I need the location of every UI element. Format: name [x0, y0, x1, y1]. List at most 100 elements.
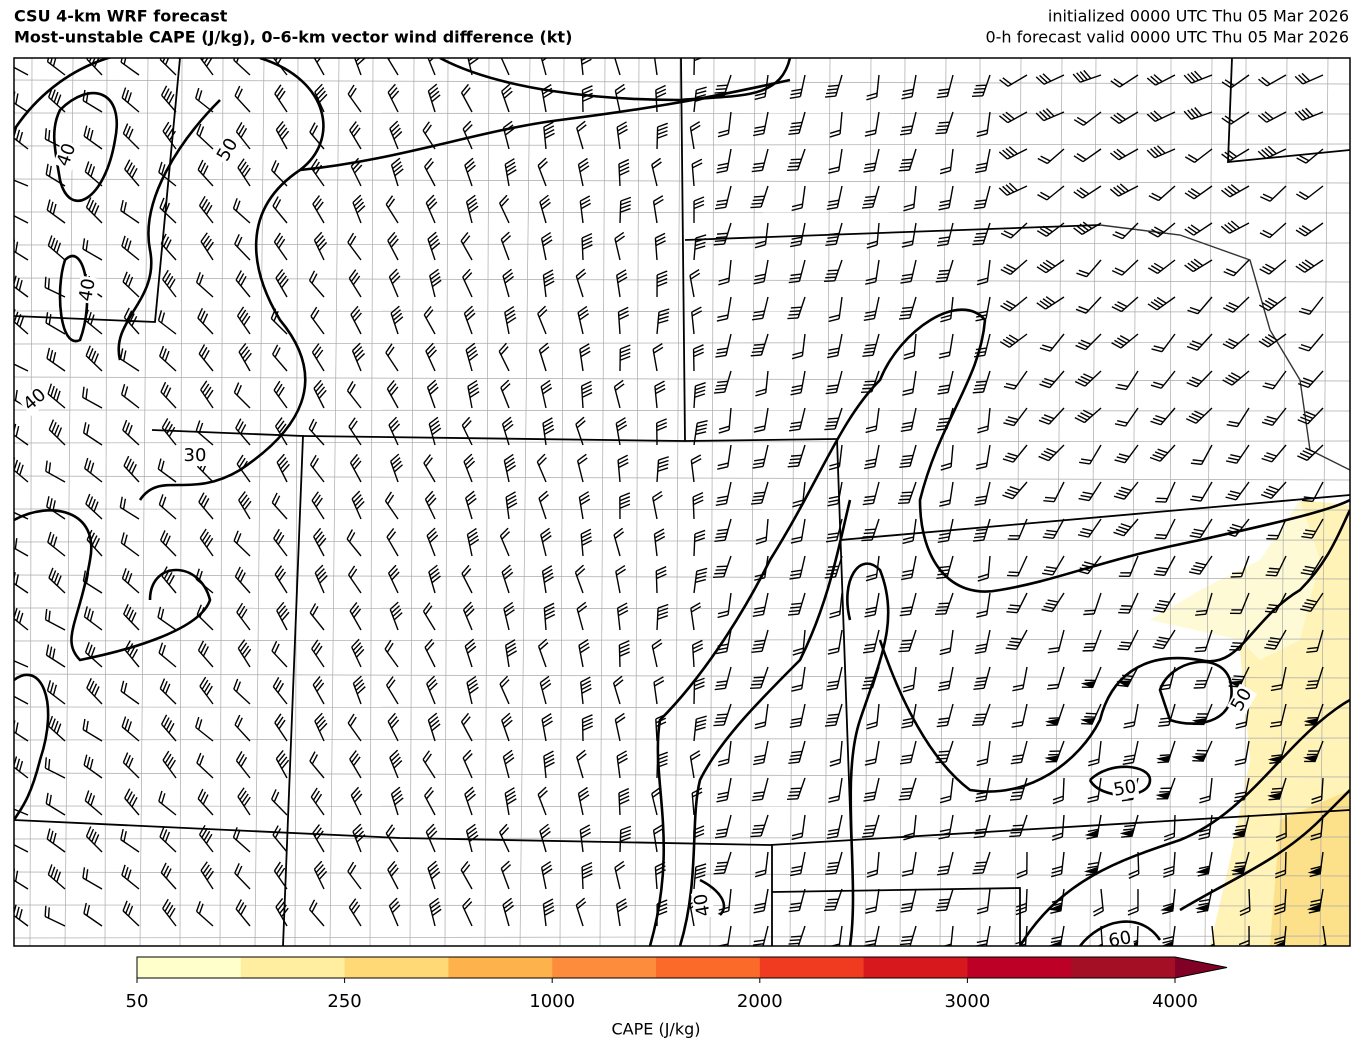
barb-tick — [1128, 907, 1138, 911]
wind-barb — [865, 593, 879, 617]
barb-tick — [165, 351, 169, 361]
wind-barb — [121, 52, 139, 75]
wind-barb — [424, 455, 435, 482]
wind-barb — [505, 788, 516, 815]
wind-barb — [867, 223, 879, 248]
wind-barb — [901, 556, 916, 580]
barb-tick — [938, 903, 949, 904]
wind-barb — [234, 198, 250, 223]
barb-tick — [124, 499, 126, 510]
wind-barb — [9, 238, 28, 260]
wind-barb — [750, 186, 768, 208]
barb-tick — [790, 574, 801, 576]
wind-barb — [1258, 112, 1286, 122]
wind-barb — [85, 791, 102, 815]
wind-barb — [577, 602, 587, 630]
wind-barb — [790, 852, 805, 876]
barb-tick — [94, 502, 98, 512]
barb-tick — [620, 652, 630, 656]
barb-tick — [161, 609, 163, 619]
wind-barb — [1074, 186, 1101, 198]
wind-barb — [1222, 149, 1249, 161]
barb-tick — [16, 242, 18, 253]
barb-tick — [49, 130, 50, 141]
wind-barb — [898, 630, 916, 652]
wind-barb — [1112, 260, 1138, 275]
barb-tick — [129, 129, 133, 139]
barb-tick — [52, 570, 56, 580]
barb-tick — [1263, 386, 1273, 389]
barb-tick — [696, 91, 706, 94]
barb-tick — [46, 645, 48, 656]
barb-tick — [1306, 688, 1317, 689]
wind-barb — [973, 667, 990, 689]
barb-tick — [200, 48, 206, 57]
barb-tick — [1226, 461, 1237, 463]
barb-tick — [86, 240, 88, 251]
barb-tick — [977, 282, 987, 285]
barb-tick — [8, 831, 9, 842]
barb-tick — [1114, 532, 1124, 535]
barb-tick — [1153, 610, 1164, 612]
barb-tick — [17, 759, 20, 769]
barb-tick — [620, 834, 630, 838]
wind-barb — [122, 568, 139, 593]
barb-tick — [899, 170, 910, 171]
wind-barb — [122, 236, 139, 260]
colorbar-segment — [137, 957, 241, 978]
barb-tick — [91, 166, 94, 176]
county-line — [600, 58, 605, 946]
wind-barb — [752, 297, 768, 320]
barb-tick — [1262, 422, 1272, 425]
wind-barb — [691, 603, 701, 630]
wind-barb — [1123, 741, 1138, 764]
wind-barb — [654, 677, 664, 704]
barb-tick — [1189, 572, 1200, 574]
barb-tick — [898, 503, 909, 504]
barb-tick — [863, 651, 874, 652]
barb-tick — [938, 870, 949, 871]
barb-tick — [1079, 307, 1089, 311]
barb-tick — [45, 277, 46, 288]
barb-tick — [865, 196, 876, 197]
barb-tick — [902, 722, 913, 724]
barb-tick — [658, 316, 668, 319]
barb-tick — [754, 282, 765, 284]
barb-tick — [128, 425, 132, 435]
wind-barb — [10, 422, 28, 445]
barb-tick — [974, 388, 985, 389]
barb-tick — [717, 681, 728, 682]
barb-tick — [788, 166, 799, 167]
barb-tick — [121, 532, 124, 542]
barb-tick — [901, 644, 912, 645]
barb-tick — [1155, 416, 1165, 419]
barb-tick — [830, 759, 840, 762]
wind-barb — [1118, 630, 1138, 650]
wind-barb — [466, 491, 477, 519]
wind-barb — [48, 51, 65, 75]
barb-tick — [939, 685, 950, 687]
barb-tick — [903, 689, 913, 692]
barb-tick — [902, 93, 913, 95]
wind-barb — [937, 852, 953, 875]
wind-barb — [506, 492, 517, 519]
wind-barb — [899, 778, 916, 800]
wind-barb — [1076, 334, 1101, 350]
barb-tick — [975, 500, 986, 502]
barb-tick — [903, 537, 913, 540]
barb-tick — [1160, 755, 1171, 756]
wind-barb — [272, 789, 287, 815]
barb-tick — [1044, 451, 1054, 455]
wind-barb — [48, 235, 65, 260]
barb-tick — [278, 54, 283, 63]
wind-barb — [862, 334, 879, 356]
wind-barb — [430, 898, 441, 926]
barb-tick — [1082, 529, 1093, 531]
wind-barb — [791, 371, 805, 395]
wind-barb — [940, 297, 953, 322]
barb-tick — [1194, 529, 1205, 531]
county-line — [14, 540, 1350, 542]
wind-barb — [123, 901, 139, 926]
barb-tick — [899, 499, 910, 500]
